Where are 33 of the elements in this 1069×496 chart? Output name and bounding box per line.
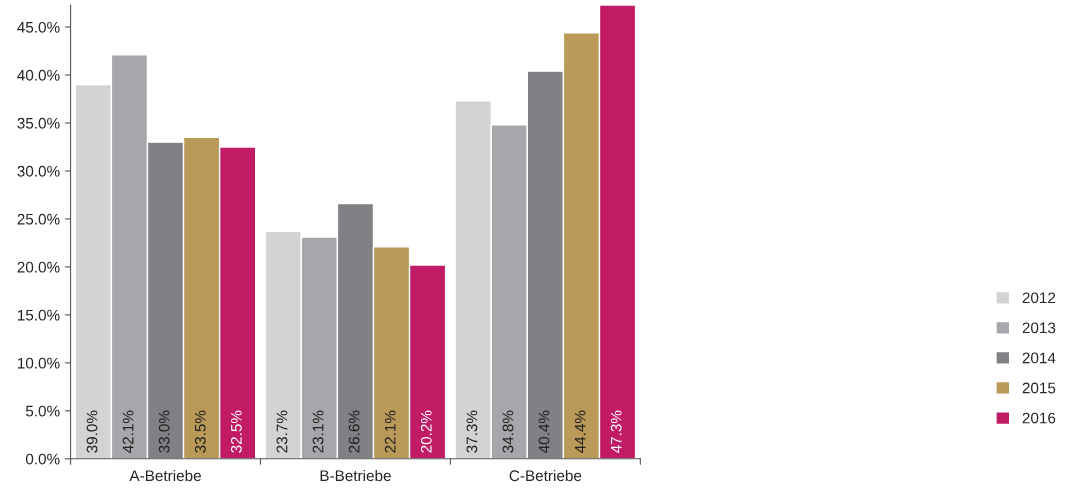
data-label: 22.1% [384, 410, 396, 453]
data-label: 20.2% [420, 410, 432, 453]
y-tick-label: 15.0% [17, 309, 60, 321]
data-label: 34.8% [502, 410, 514, 453]
data-label: 33.0% [158, 410, 170, 453]
legend-label: 2012 [1022, 292, 1056, 304]
data-label: 39.0% [86, 410, 98, 453]
legend-label: 2014 [1022, 352, 1056, 364]
legend-label: 2013 [1022, 322, 1056, 334]
x-tick-label: A-Betriebe [129, 469, 201, 482]
x-tick-label: C-Betriebe [509, 469, 582, 482]
y-tick-label: 5.0% [25, 405, 60, 417]
data-label: 32.5% [230, 410, 242, 453]
data-label: 37.3% [466, 410, 478, 453]
data-label: 47.3% [610, 410, 622, 453]
data-label: 40.4% [538, 410, 550, 453]
y-tick-label: 40.0% [17, 69, 60, 81]
data-label: 42.1% [122, 410, 134, 453]
data-label: 44.4% [574, 410, 586, 453]
y-tick-label: 30.0% [17, 165, 60, 177]
x-tick-label: B-Betriebe [320, 469, 391, 482]
y-tick-label: 20.0% [17, 261, 60, 273]
data-label: 23.7% [276, 410, 288, 453]
data-label: 33.5% [194, 410, 206, 453]
y-tick-label: 45.0% [17, 21, 60, 33]
data-label: 23.1% [312, 410, 324, 453]
y-tick-label: 25.0% [17, 213, 60, 225]
y-tick-label: 10.0% [17, 357, 60, 369]
y-tick-label: 0.0% [25, 453, 60, 465]
data-label: 26.6% [348, 410, 360, 453]
legend-label: 2015 [1022, 382, 1056, 394]
legend-label: 2016 [1022, 412, 1056, 424]
y-tick-label: 35.0% [17, 117, 60, 129]
